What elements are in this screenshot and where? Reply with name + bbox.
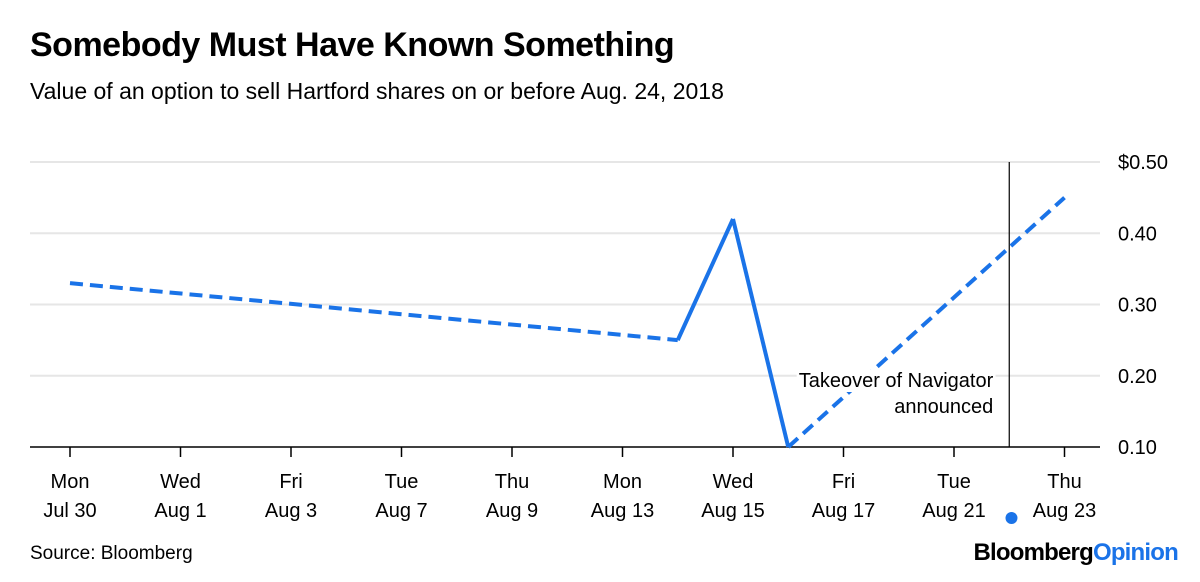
x-tick-label: Fri [832, 471, 855, 493]
chart-subtitle: Value of an option to sell Hartford shar… [30, 78, 724, 104]
x-tick-label: Aug 7 [375, 500, 427, 522]
series-segment [731, 218, 791, 448]
y-tick-label: 0.40 [1118, 223, 1157, 245]
x-tick-label: Aug 15 [701, 500, 764, 522]
x-tick-label: Aug 17 [812, 500, 875, 522]
source-note: Source: Bloomberg [30, 543, 193, 564]
series-segment [69, 281, 678, 343]
x-tick-label: Thu [495, 471, 529, 493]
x-tick-label: Aug 21 [922, 500, 985, 522]
highlight-dot [1005, 512, 1018, 524]
x-tick-label: Aug 23 [1033, 500, 1096, 522]
x-tick-label: Wed [713, 471, 754, 493]
y-tick-label: 0.10 [1118, 437, 1157, 459]
y-tick-label: $0.50 [1118, 152, 1168, 174]
y-tick-label: 0.30 [1118, 295, 1157, 317]
x-tick-label: Tue [385, 471, 419, 493]
x-tick-label: Aug 3 [265, 500, 317, 522]
chart-title: Somebody Must Have Known Something [30, 26, 675, 64]
annotation-text: announced [894, 396, 993, 418]
x-tick-label: Jul 30 [43, 500, 96, 522]
x-tick-label: Thu [1047, 471, 1081, 493]
x-tick-label: Aug 1 [154, 500, 206, 522]
annotation-backing [796, 370, 996, 392]
y-tick-label: 0.20 [1118, 366, 1157, 388]
x-tick-label: Mon [603, 471, 642, 493]
x-tick-label: Fri [279, 471, 302, 493]
x-tick-label: Wed [160, 471, 201, 493]
series-segment [675, 218, 735, 341]
series-segment [786, 196, 1066, 449]
annotation-backing [892, 396, 996, 418]
brand-part2: Opinion [1092, 539, 1179, 566]
annotation-text: Takeover of Navigator [799, 370, 994, 392]
brand-logo: BloombergOpinion [973, 539, 1178, 567]
brand-part1: Bloomberg [973, 539, 1093, 566]
x-tick-label: Mon [51, 471, 90, 493]
x-tick-label: Aug 9 [486, 500, 538, 522]
x-tick-label: Tue [937, 471, 971, 493]
x-tick-label: Aug 13 [591, 500, 654, 522]
